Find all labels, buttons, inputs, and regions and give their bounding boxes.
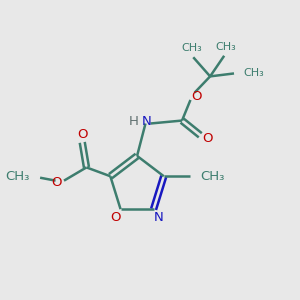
Text: CH₃: CH₃ — [5, 170, 29, 183]
Text: H: H — [129, 115, 139, 128]
Text: N: N — [154, 211, 164, 224]
Text: CH₃: CH₃ — [182, 44, 202, 53]
Text: O: O — [191, 90, 202, 103]
Text: O: O — [77, 128, 88, 141]
Text: O: O — [202, 132, 213, 145]
Text: O: O — [110, 211, 121, 224]
Text: CH₃: CH₃ — [200, 170, 225, 183]
Text: O: O — [52, 176, 62, 189]
Text: CH₃: CH₃ — [215, 42, 236, 52]
Text: N: N — [142, 115, 152, 128]
Text: CH₃: CH₃ — [244, 68, 265, 78]
